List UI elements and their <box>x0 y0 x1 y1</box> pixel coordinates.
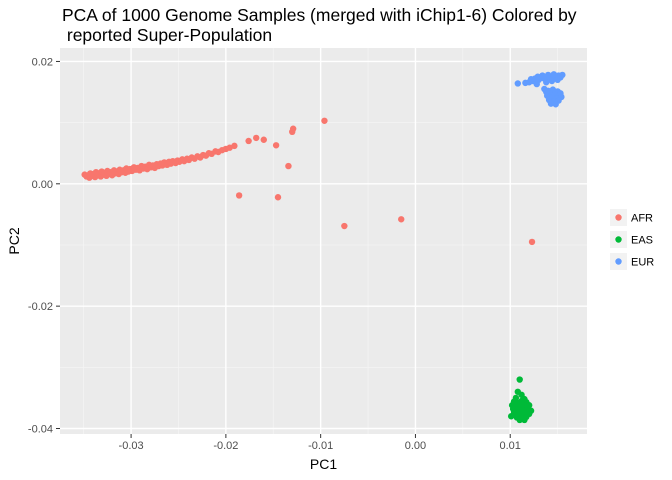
data-point-afr <box>528 238 536 246</box>
y-axis-title: PC2 <box>6 227 22 254</box>
data-point-afr <box>321 117 328 124</box>
y-tick-label: -0.02 <box>28 301 53 313</box>
data-points <box>81 71 566 424</box>
x-tick-label: -0.03 <box>119 440 144 452</box>
data-point-eur <box>547 100 555 107</box>
y-tick-label: 0.00 <box>32 179 53 191</box>
data-point-afr <box>253 134 260 142</box>
x-tick-label: -0.01 <box>308 440 333 452</box>
data-point-eur <box>543 88 550 96</box>
data-point-eur <box>539 72 546 79</box>
data-point-afr <box>245 137 252 145</box>
data-point-afr <box>235 192 243 199</box>
x-tick-label: -0.02 <box>213 440 238 452</box>
data-point-eur <box>544 71 552 79</box>
x-tick-label: 0.01 <box>500 440 521 452</box>
x-axis: -0.03 -0.02 -0.01 0.00 0.01 <box>119 434 521 452</box>
y-tick-label: -0.04 <box>28 423 53 435</box>
legend-label-eur: EUR <box>631 257 654 269</box>
legend-label-eas: EAS <box>631 235 653 247</box>
legend-label-afr: AFR <box>631 213 653 225</box>
data-point-afr <box>398 216 405 223</box>
x-tick-label: 0.00 <box>405 440 426 452</box>
data-point-afr <box>289 125 297 132</box>
data-point-eas <box>521 416 528 424</box>
data-point-afr <box>272 142 280 149</box>
data-point-afr <box>285 162 292 170</box>
legend-marker-eas <box>615 236 622 243</box>
data-point-eas <box>518 397 525 405</box>
major-grid <box>60 48 587 434</box>
chart-title: PCA of 1000 Genome Samples (merged with … <box>62 5 577 45</box>
data-point-eur <box>559 71 566 79</box>
data-point-eas <box>527 407 535 414</box>
data-point-eur <box>554 76 561 84</box>
data-point-eur <box>552 101 559 108</box>
y-axis: 0.02 0.00 -0.02 -0.04 <box>28 56 60 435</box>
legend: AFR EAS EUR <box>610 209 654 270</box>
data-point-eur <box>543 79 550 86</box>
data-point-eas <box>507 413 515 420</box>
y-tick-label: 0.02 <box>32 56 53 68</box>
legend-marker-afr <box>615 214 622 221</box>
data-point-eur <box>533 80 540 88</box>
plot-panel <box>60 48 587 434</box>
data-point-eas <box>516 376 523 383</box>
data-point-afr <box>231 142 238 150</box>
data-point-eur <box>548 77 556 85</box>
data-point-afr <box>274 194 282 201</box>
x-axis-title: PC1 <box>310 456 337 472</box>
legend-marker-eur <box>615 258 622 265</box>
data-point-eas <box>516 416 523 424</box>
data-point-eur <box>557 90 564 97</box>
data-point-eur <box>550 71 558 78</box>
data-point-eur <box>514 80 522 87</box>
data-point-afr <box>260 136 267 143</box>
data-point-afr <box>341 222 348 230</box>
minor-grid <box>60 48 587 434</box>
